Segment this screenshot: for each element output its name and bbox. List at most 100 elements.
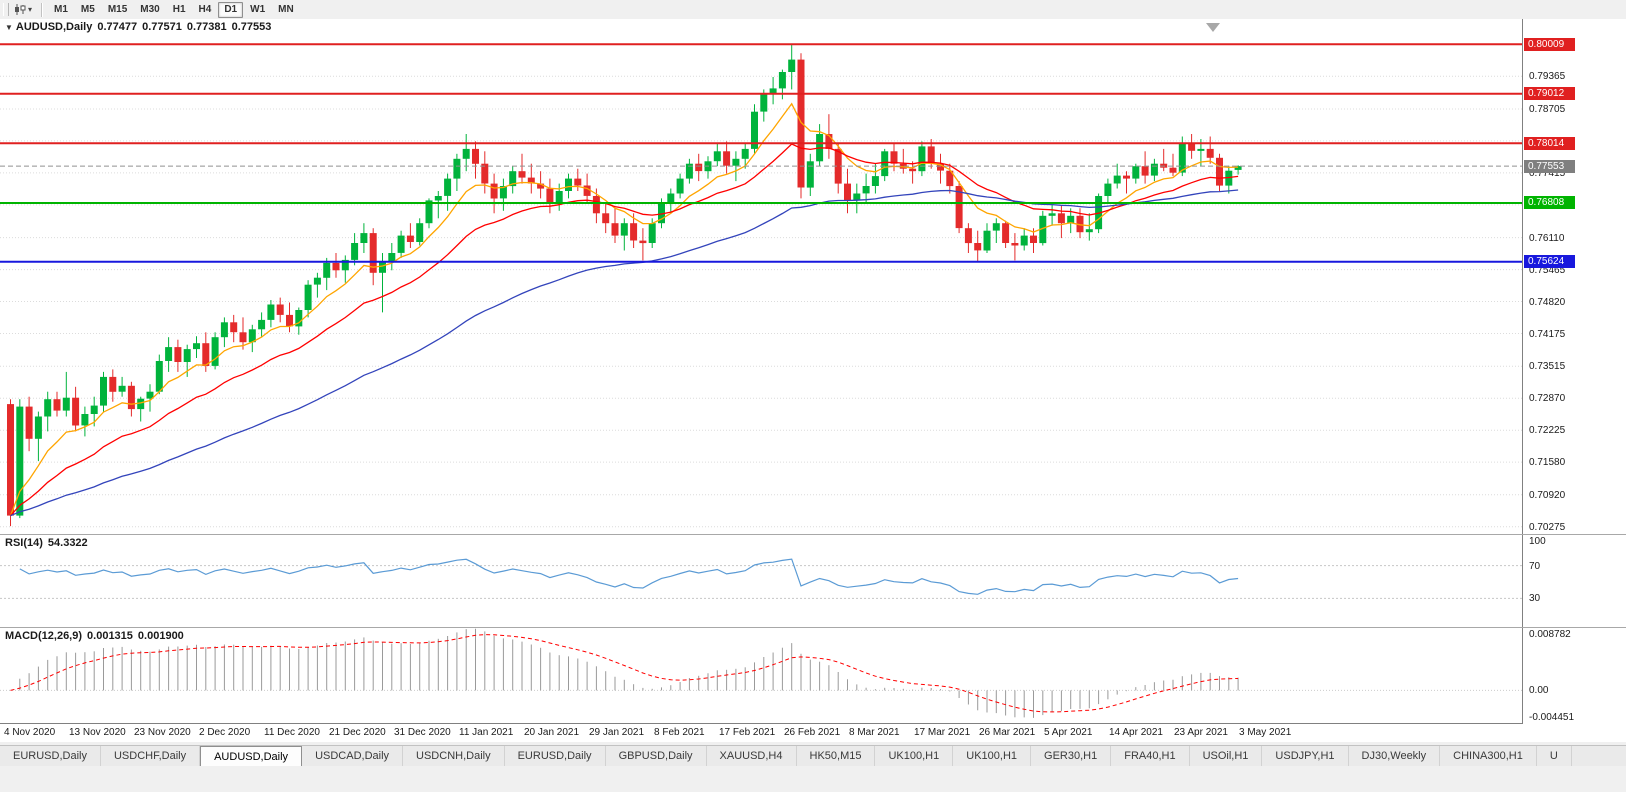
date-label: 4 Nov 2020 xyxy=(4,727,56,738)
chart-type-icon[interactable] xyxy=(14,3,27,16)
price-badge: 0.77553 xyxy=(1524,160,1575,173)
price-axis[interactable]: 0.800100.793650.787050.780600.774150.767… xyxy=(1522,19,1626,534)
price-badge: 0.80009 xyxy=(1524,38,1575,51)
collapse-marker-icon[interactable]: ▼ xyxy=(5,23,13,32)
ohlc-high: 0.77571 xyxy=(142,21,182,33)
toolbar-separator xyxy=(41,2,44,17)
macd-main-value: 0.001315 xyxy=(87,630,133,642)
period-button-m1[interactable]: M1 xyxy=(54,3,68,15)
time-axis[interactable]: 4 Nov 2020 13 Nov 2020 23 Nov 2020 2 Dec 20… xyxy=(0,723,1626,742)
timeframe-toolbar: ▾ M1 M5 M15 M30 H1 H4 D1 W1 MN xyxy=(0,0,1626,20)
price-tick: 0.73515 xyxy=(1529,361,1566,372)
chart-tab-dj30-weekly[interactable]: DJ30,Weekly xyxy=(1348,746,1441,766)
date-label: 8 Mar 2021 xyxy=(849,727,900,738)
macd-title: MACD(12,26,9) 0.001315 0.001900 xyxy=(5,630,189,642)
price-tick: 0.70275 xyxy=(1529,522,1566,533)
ohlc-low: 0.77381 xyxy=(186,21,227,33)
rsi-axis-label: 100 xyxy=(1529,536,1546,547)
chart-tab-uk100-h1[interactable]: UK100,H1 xyxy=(875,746,954,766)
macd-axis-label: 0.00 xyxy=(1529,685,1549,696)
rsi-chart[interactable] xyxy=(0,535,1522,627)
date-label: 2 Dec 2020 xyxy=(199,727,251,738)
chart-symbol-label: AUDUSD,Daily xyxy=(15,21,93,33)
price-tick: 0.74820 xyxy=(1529,297,1566,308)
toolbar-grip[interactable] xyxy=(3,3,9,16)
period-button-h1[interactable]: H1 xyxy=(172,3,186,15)
date-label: 13 Nov 2020 xyxy=(69,727,126,738)
chart-tab-hk50-m15[interactable]: HK50,M15 xyxy=(796,746,876,766)
price-badge: 0.75624 xyxy=(1524,255,1575,268)
rsi-value: 54.3322 xyxy=(47,537,88,549)
chart-tab-eurusd-daily[interactable]: EURUSD,Daily xyxy=(504,746,606,766)
chart-tab-usdchf-daily[interactable]: USDCHF,Daily xyxy=(100,746,201,766)
period-button-w1[interactable]: W1 xyxy=(250,3,266,15)
chart-tab-xauusd-h4[interactable]: XAUUSD,H4 xyxy=(706,746,797,766)
ohlc-open: 0.77477 xyxy=(97,21,138,33)
date-label: 5 Apr 2021 xyxy=(1044,727,1093,738)
chart-tab-ger30-h1[interactable]: GER30,H1 xyxy=(1031,746,1112,766)
period-button-m5[interactable]: M5 xyxy=(80,3,95,15)
chart-tab-u[interactable]: U xyxy=(1536,746,1572,766)
macd-signal-value: 0.001900 xyxy=(137,630,184,642)
chart-tab-usdcad-daily[interactable]: USDCAD,Daily xyxy=(302,746,404,766)
macd-chart[interactable] xyxy=(0,628,1522,724)
date-label: 17 Feb 2021 xyxy=(719,727,776,738)
rsi-axis-label: 30 xyxy=(1529,593,1541,604)
price-tick: 0.72225 xyxy=(1529,425,1566,436)
rsi-axis-label: 70 xyxy=(1529,561,1541,572)
price-tick: 0.71580 xyxy=(1529,457,1566,468)
chart-tab-uk100-h1[interactable]: UK100,H1 xyxy=(953,746,1032,766)
date-label: 26 Mar 2021 xyxy=(979,727,1036,738)
date-label: 20 Jan 2021 xyxy=(524,727,580,738)
rsi-title: RSI(14) 54.3322 xyxy=(5,537,93,549)
chart-tab-china300-h1[interactable]: CHINA300,H1 xyxy=(1440,746,1537,766)
rsi-pane: RSI(14) 54.3322 100 70 30 xyxy=(0,534,1626,627)
rsi-axis[interactable]: 100 70 30 xyxy=(1522,535,1626,627)
rsi-name: RSI(14) xyxy=(5,537,43,549)
date-label: 31 Dec 2020 xyxy=(394,727,451,738)
chart-tab-audusd-daily[interactable]: AUDUSD,Daily xyxy=(200,746,303,767)
macd-name: MACD(12,26,9) xyxy=(5,630,83,642)
date-label: 8 Feb 2021 xyxy=(654,727,705,738)
chart-tab-usdjpy-h1[interactable]: USDJPY,H1 xyxy=(1262,746,1349,766)
date-label: 14 Apr 2021 xyxy=(1109,727,1163,738)
chart-tab-gbpusd-daily[interactable]: GBPUSD,Daily xyxy=(605,746,707,766)
price-tick: 0.79365 xyxy=(1529,71,1566,82)
period-button-h4[interactable]: H4 xyxy=(198,3,212,15)
chart-tab-usdcnh-daily[interactable]: USDCNH,Daily xyxy=(403,746,505,766)
macd-axis[interactable]: 0.008782 0.00 -0.004451 xyxy=(1522,628,1626,724)
window-bottom-edge xyxy=(0,766,1626,792)
candlestick-chart[interactable] xyxy=(0,19,1522,534)
date-label: 26 Feb 2021 xyxy=(784,727,841,738)
chart-tabs-bar: EURUSD,Daily USDCHF,Daily AUDUSD,Daily USDC… xyxy=(0,745,1626,767)
dropdown-caret-icon[interactable]: ▾ xyxy=(28,5,33,14)
price-tick: 0.70920 xyxy=(1529,490,1566,501)
price-tick: 0.75465 xyxy=(1529,265,1566,276)
date-label: 23 Nov 2020 xyxy=(134,727,191,738)
date-label: 11 Dec 2020 xyxy=(264,727,320,738)
chart-tab-usoil-h1[interactable]: USOil,H1 xyxy=(1189,746,1263,766)
price-tick: 0.72870 xyxy=(1529,393,1566,404)
price-badge: 0.76808 xyxy=(1524,196,1575,209)
chart-tab-eurusd-daily[interactable]: EURUSD,Daily xyxy=(0,746,101,766)
date-label: 11 Jan 2021 xyxy=(459,727,514,738)
period-button-d1[interactable]: D1 xyxy=(218,1,244,18)
price-badge: 0.79012 xyxy=(1524,87,1575,100)
period-buttons-group: M1 M5 M15 M30 H1 H4 D1 W1 MN xyxy=(48,1,300,18)
period-button-mn[interactable]: MN xyxy=(278,3,294,15)
chart-title: ▼ AUDUSD,Daily 0.77477 0.77571 0.77381 0.7755… xyxy=(5,21,276,33)
date-label: 21 Dec 2020 xyxy=(329,727,386,738)
macd-axis-label: -0.004451 xyxy=(1529,712,1575,723)
price-tick: 0.77415 xyxy=(1529,168,1566,179)
date-label: 29 Jan 2021 xyxy=(589,727,645,738)
chart-tab-fra40-h1[interactable]: FRA40,H1 xyxy=(1111,746,1190,766)
date-label: 23 Apr 2021 xyxy=(1174,727,1228,738)
ohlc-close: 0.77553 xyxy=(231,21,272,33)
price-tick: 0.78705 xyxy=(1529,104,1566,115)
period-button-m15[interactable]: M15 xyxy=(107,3,128,15)
date-label: 17 Mar 2021 xyxy=(914,727,971,738)
price-tick: 0.76110 xyxy=(1529,233,1565,244)
period-button-m30[interactable]: M30 xyxy=(140,3,160,15)
macd-axis-label: 0.008782 xyxy=(1529,629,1571,640)
